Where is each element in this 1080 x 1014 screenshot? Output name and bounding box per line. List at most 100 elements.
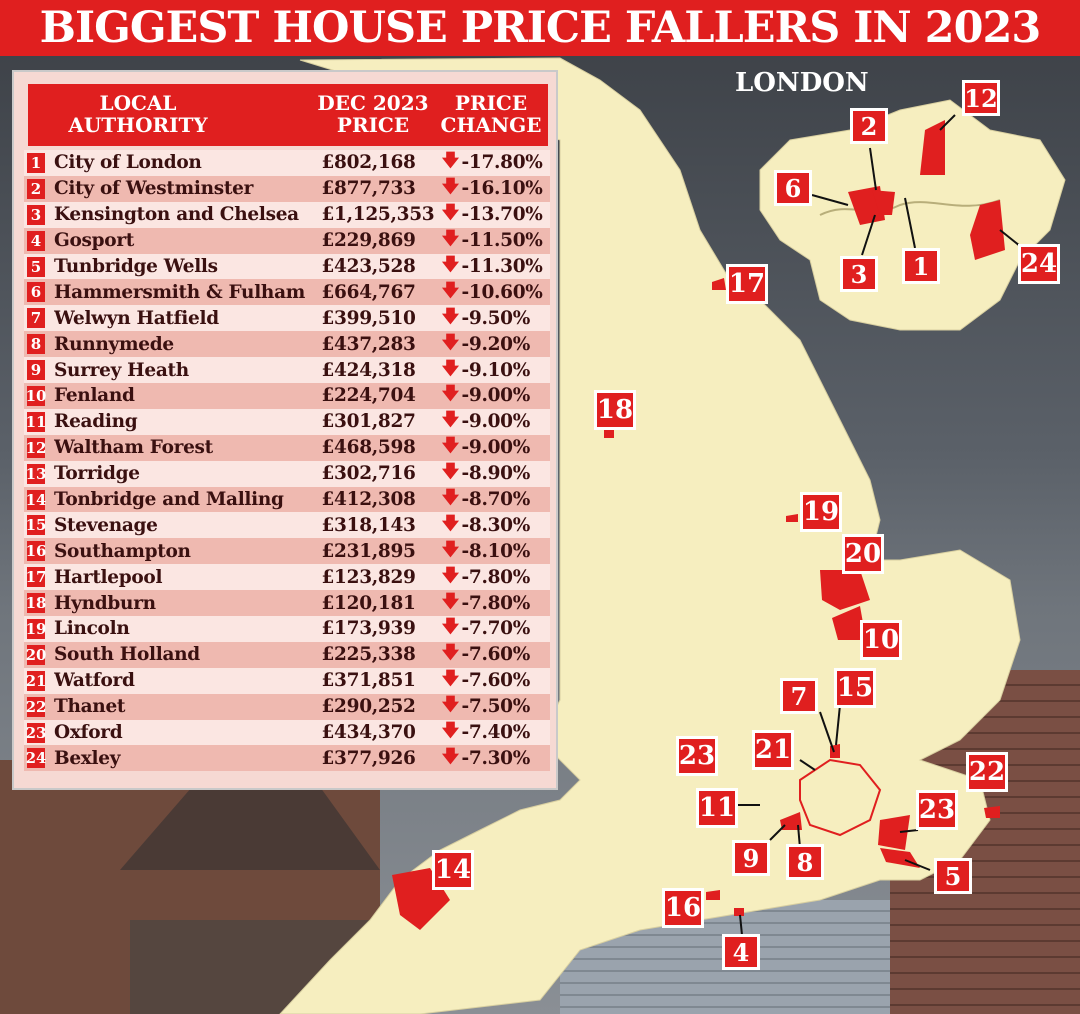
authority-name: Welwyn Hatfield	[54, 307, 219, 329]
rankings-table-panel: LOCAL AUTHORITY DEC 2023 PRICE PRICE CHA…	[12, 70, 558, 790]
authority-name: Surrey Heath	[54, 359, 189, 381]
table-row: 14 Tonbridge and Malling £412,308 🡇 -8.70%	[24, 486, 550, 513]
table-row: 20 South Holland £225,338 🡇 -7.60%	[24, 641, 550, 668]
table-row: 15 Stevenage £318,143 🡇 -8.30%	[24, 512, 550, 539]
table-row: 9 Surrey Heath £424,318 🡇 -9.10%	[24, 357, 550, 384]
map-tag-14: 14	[432, 850, 474, 890]
rank-badge: 17	[25, 567, 47, 588]
header-price: DEC 2023 PRICE	[314, 92, 432, 136]
down-arrow-icon: 🡇	[441, 643, 460, 664]
authority-name: Oxford	[54, 722, 123, 744]
rank-badge: 1	[27, 152, 45, 173]
price-value: £399,510	[321, 307, 416, 329]
table-row: 19 Lincoln £173,939 🡇 -7.70%	[24, 616, 550, 642]
down-arrow-icon: 🡇	[441, 306, 460, 327]
price-change-value: -7.60%	[461, 670, 531, 692]
table-row: 5 Tunbridge Wells £423,528 🡇 -11.30%	[24, 253, 550, 280]
price-value: £123,829	[321, 566, 416, 588]
table-row: 21 Watford £371,851 🡇 -7.60%	[24, 667, 550, 694]
price-value: £437,283	[321, 333, 416, 355]
price-value: £468,598	[321, 437, 416, 459]
table-row: 3 Kensington and Chelsea £1,125,353 🡇 -13.70…	[24, 201, 550, 228]
down-arrow-icon: 🡇	[441, 436, 460, 457]
authority-name: Bexley	[54, 747, 121, 769]
header-price-line1: DEC 2023	[317, 91, 429, 115]
map-tag-18: 18	[594, 390, 636, 430]
page-title: BIGGEST HOUSE PRICE FALLERS IN 2023	[39, 3, 1042, 53]
rank-badge: 21	[25, 670, 47, 691]
table-row: 4 Gosport £229,869 🡇 -11.50%	[24, 227, 550, 254]
region-fenland	[832, 606, 866, 640]
down-arrow-icon: 🡇	[441, 721, 460, 742]
greater-london-outline	[799, 758, 882, 837]
authority-name: City of London	[54, 152, 202, 174]
table-row: 12 Waltham Forest £468,598 🡇 -9.00%	[24, 434, 550, 461]
map-tag-2: 2	[850, 108, 888, 144]
authority-name: Hammersmith & Fulham	[54, 281, 306, 303]
map-tag-16: 16	[662, 888, 704, 928]
price-value: £802,168	[321, 152, 416, 174]
map-tag-15: 15	[834, 668, 876, 708]
rank-badge: 8	[27, 334, 45, 355]
authority-name: Tonbridge and Malling	[54, 489, 284, 511]
down-arrow-icon: 🡇	[441, 462, 460, 483]
authority-name: Lincoln	[54, 618, 130, 640]
table-row: 17 Hartlepool £123,829 🡇 -7.80%	[24, 564, 550, 591]
price-value: £318,143	[321, 514, 416, 536]
price-change-value: -7.80%	[461, 592, 531, 614]
london-inset-label: LONDON	[735, 68, 869, 98]
price-value: £377,926	[321, 747, 416, 769]
authority-name: Fenland	[54, 385, 135, 407]
region-tonbridge	[878, 815, 910, 850]
map-tag-9: 9	[732, 840, 770, 876]
price-change-value: -10.60%	[461, 281, 543, 303]
region-south-holland	[820, 570, 870, 610]
down-arrow-icon: 🡇	[441, 384, 460, 405]
rank-badge: 19	[25, 618, 47, 639]
header-local-authority: LOCAL AUTHORITY	[58, 92, 218, 136]
region-westminster	[872, 190, 895, 215]
region-waltham-forest	[920, 120, 945, 175]
price-change-value: -8.10%	[461, 540, 531, 562]
table-row: 22 Thanet £290,252 🡇 -7.50%	[24, 693, 550, 720]
rank-badge: 20	[25, 644, 47, 665]
table-row: 2 City of Westminster £877,733 🡇 -16.10%	[24, 175, 550, 202]
rank-badge: 6	[27, 282, 45, 303]
price-change-value: -8.70%	[461, 489, 531, 511]
authority-name: Torridge	[54, 463, 140, 485]
rank-badge: 22	[25, 696, 47, 717]
region-bexley	[970, 200, 1005, 260]
price-change-value: -7.80%	[461, 566, 531, 588]
map-tag-6: 6	[774, 170, 812, 206]
rank-badge: 18	[25, 593, 47, 614]
price-value: £225,338	[321, 644, 416, 666]
down-arrow-icon: 🡇	[441, 229, 460, 250]
down-arrow-icon: 🡇	[441, 695, 460, 716]
rank-badge: 16	[25, 541, 47, 562]
price-value: £424,318	[321, 359, 416, 381]
down-arrow-icon: 🡇	[441, 488, 460, 509]
header-price-line2: PRICE	[336, 113, 410, 137]
map-tag-11: 11	[696, 788, 738, 828]
down-arrow-icon: 🡇	[441, 332, 460, 353]
rank-badge: 11	[25, 411, 47, 432]
authority-name: Watford	[54, 670, 135, 692]
price-change-value: -9.00%	[461, 437, 531, 459]
header-change-line1: PRICE	[454, 91, 528, 115]
price-value: £371,851	[321, 670, 416, 692]
map-tag-10: 10	[860, 620, 902, 660]
england-wales-landmass	[279, 57, 1021, 1014]
map-tag-8: 8	[786, 844, 824, 880]
map-tag-21: 21	[752, 730, 794, 770]
authority-name: Gosport	[54, 230, 135, 252]
authority-name: Hartlepool	[54, 566, 163, 588]
rank-badge: 10	[25, 385, 47, 406]
authority-name: Hyndburn	[54, 592, 156, 614]
price-change-value: -9.20%	[461, 333, 531, 355]
price-change-value: -17.80%	[461, 152, 543, 174]
authority-name: South Holland	[54, 644, 200, 666]
price-value: £229,869	[321, 230, 416, 252]
price-value: £434,370	[321, 722, 416, 744]
price-change-value: -7.40%	[461, 722, 531, 744]
